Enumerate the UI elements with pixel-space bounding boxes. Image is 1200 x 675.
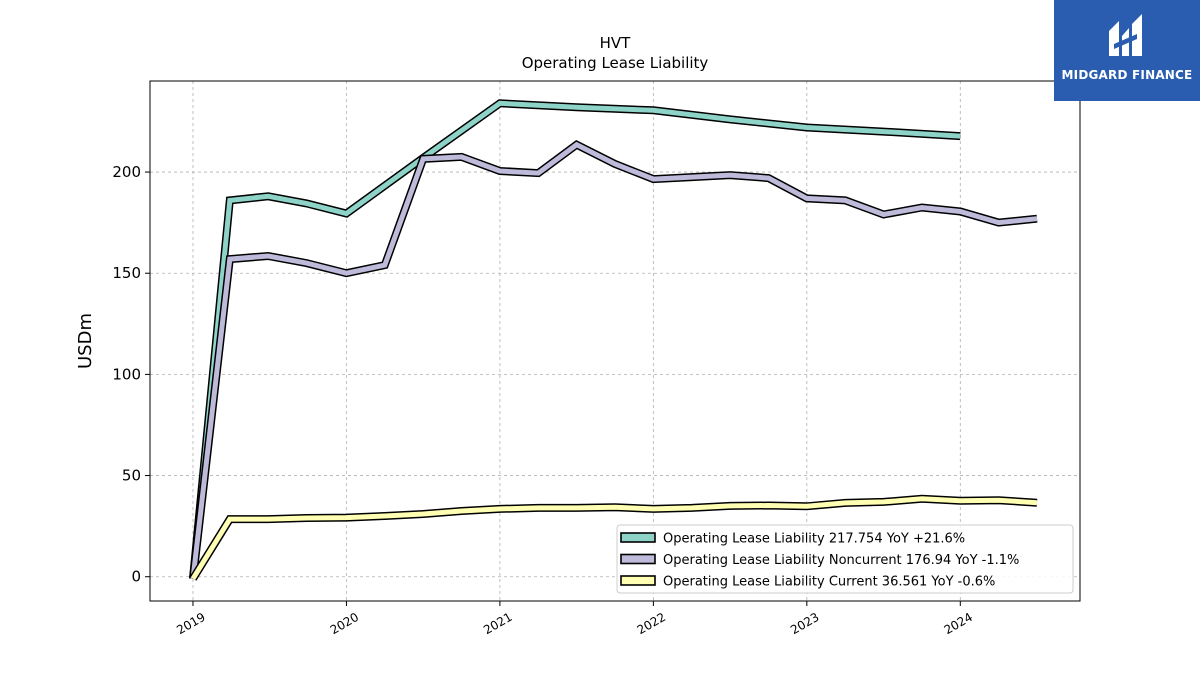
chart-subtitle: Operating Lease Liability xyxy=(522,54,709,72)
legend-box xyxy=(616,524,1074,594)
x-tick-label: 2022 xyxy=(635,610,668,637)
y-tick-label: 150 xyxy=(112,264,141,282)
legend-swatch xyxy=(620,532,656,543)
midgard-logo-icon xyxy=(1109,14,1142,56)
series-line-2 xyxy=(189,140,1038,580)
x-tick-label: 2023 xyxy=(788,610,821,637)
y-tick-label: 200 xyxy=(112,163,141,181)
y-tick-label: 0 xyxy=(131,568,141,586)
legend-label: Operating Lease Liability Noncurrent 176… xyxy=(663,553,1019,568)
legend-label: Operating Lease Liability Current 36.561… xyxy=(663,575,995,590)
legend-item-1: Operating Lease Liability 217.754 YoY +2… xyxy=(620,532,965,547)
series-line-1 xyxy=(189,99,961,580)
series-layer xyxy=(189,99,1038,581)
y-tick-label: 100 xyxy=(112,365,141,383)
series-line-3 xyxy=(189,494,1038,581)
y-axis: 0 50 100 150 200 xyxy=(112,163,150,586)
x-tick-label: 2024 xyxy=(942,610,975,637)
legend-item-3: Operating Lease Liability Current 36.561… xyxy=(620,575,995,590)
legend-swatch xyxy=(620,553,656,565)
legend-item-2: Operating Lease Liability Noncurrent 176… xyxy=(620,553,1019,568)
x-tick-label: 2019 xyxy=(174,610,207,637)
grid-lines xyxy=(150,81,1080,601)
series-stroke xyxy=(190,100,961,579)
x-tick-label: 2020 xyxy=(328,610,361,637)
chart-title: HVT xyxy=(600,34,632,52)
x-tick-label: 2021 xyxy=(481,610,514,637)
brand-logo: MIDGARD FINANCE xyxy=(1054,0,1200,101)
logo-text: MIDGARD FINANCE xyxy=(1061,68,1193,82)
series-stroke xyxy=(190,496,1038,581)
legend: Operating Lease Liability 217.754 YoY +2… xyxy=(616,524,1074,594)
legend-label: Operating Lease Liability 217.754 YoY +2… xyxy=(663,532,965,547)
legend-swatch xyxy=(620,575,656,586)
series-stroke xyxy=(190,141,1038,579)
y-axis-label: USDm xyxy=(75,313,96,369)
plot-area-frame xyxy=(149,80,1081,602)
x-axis: 2019 2020 2021 2022 2023 2024 xyxy=(174,601,975,637)
y-tick-label: 50 xyxy=(122,467,141,485)
